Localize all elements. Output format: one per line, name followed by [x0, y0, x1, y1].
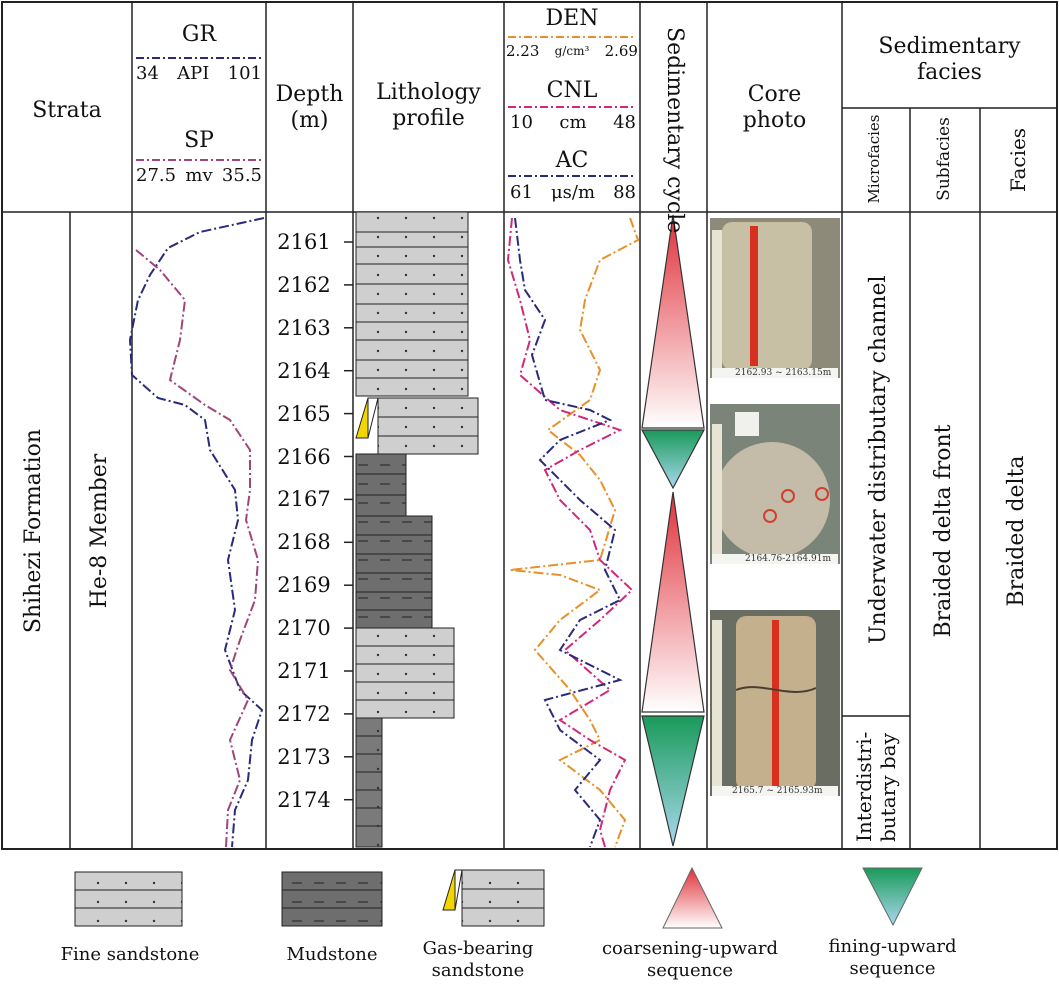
- den-label: DEN: [545, 6, 599, 31]
- core-photo-3: [710, 610, 840, 796]
- legend-fining-symbol: [862, 867, 923, 927]
- sp-curve: [135, 249, 260, 848]
- photo-caption-2: 2164.76-2164.91m: [745, 554, 832, 564]
- depth-label: 2165: [277, 401, 331, 426]
- column-lines: [69, 2, 1057, 849]
- photo-caption-3: 2165.7 ~ 2165.93m: [732, 786, 823, 796]
- cnl-scale: 10 cm 48: [510, 112, 636, 133]
- sp-unit: mv: [185, 165, 213, 186]
- legend-gas-sandstone-label: Gas-bearing sandstone: [422, 938, 534, 981]
- depth-label: 2171: [277, 659, 331, 683]
- lithology-column: [355, 211, 479, 848]
- core-photo-header: Core photo: [742, 82, 807, 133]
- facies-value: Braided delta: [1004, 455, 1029, 607]
- depth-label: 2174: [277, 787, 331, 812]
- depth-ticks: [344, 241, 353, 801]
- ac-curve: [514, 217, 623, 848]
- fining-triangle-2: [641, 715, 705, 847]
- sedimentary-facies-header: Sedimentary facies: [878, 34, 1021, 85]
- strata-header: Strata: [32, 98, 102, 123]
- depth-label: 2164: [277, 358, 331, 383]
- core-photo-1: [710, 218, 840, 378]
- photo-caption-1: 2162.93 ~ 2163.15m: [735, 368, 832, 378]
- member-label: He-8 Member: [87, 453, 112, 609]
- den-curve: [509, 217, 640, 848]
- depth-label: 2172: [277, 701, 331, 726]
- cnl-curve: [506, 217, 634, 848]
- cnl-label: CNL: [546, 78, 598, 103]
- legend-coarsening-label: coarsening-upward sequence: [601, 938, 779, 981]
- gr-curve: [128, 217, 265, 848]
- depth-label: 2167: [277, 487, 331, 512]
- legend-coarsening-symbol: [662, 866, 723, 929]
- microfacies-upper: Underwater distributary channel: [866, 275, 891, 644]
- fining-triangle-1: [640, 429, 706, 490]
- coarsening-triangle-2: [641, 491, 705, 713]
- depth-label: 2168: [277, 530, 331, 555]
- gr-max: 101: [227, 63, 262, 84]
- legend-mudstone-label: Mudstone: [286, 944, 378, 965]
- lithology-header: Lithology profile: [376, 80, 481, 131]
- depth-label: 2173: [277, 744, 331, 769]
- gr-label: GR: [181, 22, 217, 47]
- microfacies-lower: Interdistri-butary bay: [852, 731, 900, 842]
- legend-fine-sandstone-symbol: [74, 871, 183, 927]
- sp-label: SP: [184, 128, 214, 153]
- depth-label: 2163: [277, 315, 331, 340]
- gr-scale: 34 API 101: [136, 65, 262, 83]
- depth-label: 2169: [277, 573, 331, 598]
- sp-scale: 27.5 mv 35.5: [136, 167, 262, 185]
- formation-label: Shihezi Formation: [21, 428, 46, 634]
- core-photo-2: [710, 404, 840, 564]
- depth-label: 2161: [277, 230, 331, 254]
- den-scale: 2.23 g/cm³ 2.69: [506, 42, 638, 60]
- depth-header: Depth (m): [275, 82, 344, 133]
- subfacies-header: Subfacies: [934, 117, 954, 201]
- ac-label: AC: [555, 148, 589, 173]
- legend-gas-sandstone-symbol: [442, 869, 545, 927]
- legend-fining-label: fining-upward sequence: [828, 936, 957, 979]
- gr-unit: API: [177, 63, 210, 84]
- coarsening-triangle-1: [641, 214, 705, 429]
- table-frame: [1, 1, 1058, 850]
- legend-fine-sandstone-label: Fine sandstone: [60, 944, 200, 965]
- ac-scale: 61 μs/m 88: [510, 182, 636, 203]
- sp-max: 35.5: [221, 165, 262, 186]
- facies-header: Facies: [1006, 127, 1030, 193]
- depth-label: 2162: [277, 272, 331, 297]
- sp-min: 27.5: [136, 165, 177, 186]
- subfacies-value: Braided delta front: [931, 424, 956, 638]
- depth-label: 2170: [277, 616, 331, 641]
- microfacies-header: Microfacies: [865, 114, 883, 204]
- legend-mudstone-symbol: [281, 871, 383, 927]
- gr-min: 34: [136, 63, 159, 84]
- cycle-header: Sedimentary cycle: [662, 27, 687, 234]
- depth-label: 2166: [277, 444, 331, 469]
